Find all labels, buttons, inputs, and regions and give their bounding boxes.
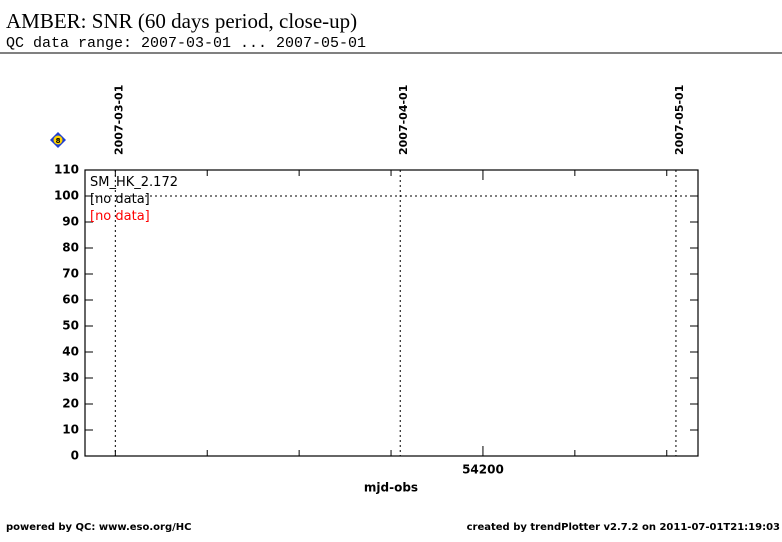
y-tick-label: 90	[62, 215, 79, 229]
y-tick-label: 0	[71, 449, 79, 463]
page-title: AMBER: SNR (60 days period, close-up)	[6, 9, 357, 33]
legend-entry: [no data]	[90, 192, 150, 207]
x-axis-label: mjd-obs	[364, 481, 418, 495]
y-tick-label: 70	[62, 267, 79, 281]
y-tick-label: 110	[54, 163, 79, 177]
date-label: 2007-03-01	[112, 85, 125, 155]
y-tick-label: 100	[54, 189, 79, 203]
legend-entry: SM_HK_2.172	[90, 175, 178, 190]
icon: 8	[50, 132, 66, 148]
footer-right: created by trendPlotter v2.7.2 on 2011-0…	[467, 522, 780, 533]
y-tick-label: 30	[62, 371, 79, 385]
legend-entry: [no data]	[90, 209, 150, 224]
footer-left: powered by QC: www.eso.org/HC	[6, 522, 191, 533]
icon-label: 8	[56, 137, 61, 145]
y-tick-label: 20	[62, 397, 79, 411]
x-tick-label: 54200	[462, 463, 504, 477]
date-label: 2007-05-01	[673, 85, 686, 155]
plot-frame	[84, 169, 699, 457]
y-tick-label: 60	[62, 293, 79, 307]
y-tick-label: 40	[62, 345, 79, 359]
y-tick-label: 50	[62, 319, 79, 333]
y-tick-label: 10	[62, 423, 79, 437]
page-subtitle: QC data range: 2007-03-01 ... 2007-05-01	[6, 35, 366, 52]
icon-dot	[53, 135, 63, 145]
date-label: 2007-04-01	[397, 85, 410, 155]
y-tick-label: 80	[62, 241, 79, 255]
